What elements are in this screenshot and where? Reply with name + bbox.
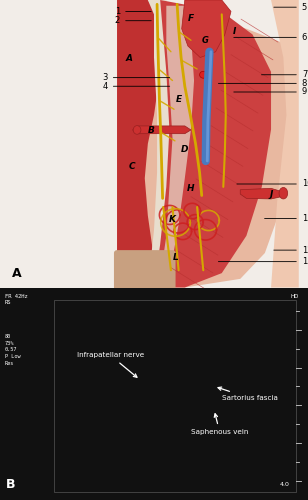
PathPatch shape xyxy=(132,126,191,134)
Text: 9: 9 xyxy=(234,88,307,96)
Text: I: I xyxy=(233,27,236,36)
Text: 13: 13 xyxy=(218,257,308,266)
Text: 8: 8 xyxy=(218,79,307,88)
Text: K: K xyxy=(169,216,176,224)
Text: B: B xyxy=(6,478,16,492)
Text: J: J xyxy=(270,190,273,198)
PathPatch shape xyxy=(182,0,231,58)
PathPatch shape xyxy=(160,6,194,279)
Text: 4.0: 4.0 xyxy=(280,482,290,487)
Text: Saphenous vein: Saphenous vein xyxy=(191,414,248,435)
Ellipse shape xyxy=(279,188,288,199)
Text: 3: 3 xyxy=(103,73,170,82)
Text: L: L xyxy=(173,253,178,262)
FancyBboxPatch shape xyxy=(114,250,176,290)
Text: 6: 6 xyxy=(234,33,307,42)
Text: G: G xyxy=(201,36,208,45)
Text: E: E xyxy=(176,94,182,104)
Text: 2: 2 xyxy=(115,16,151,25)
Text: 11: 11 xyxy=(265,214,308,223)
Bar xyxy=(54,300,296,492)
Text: D: D xyxy=(181,145,188,154)
Text: C: C xyxy=(129,162,136,171)
Text: 1: 1 xyxy=(115,7,151,16)
Text: F: F xyxy=(188,14,194,23)
PathPatch shape xyxy=(271,0,299,288)
Text: A: A xyxy=(12,268,22,280)
Text: H: H xyxy=(187,184,195,193)
Text: A: A xyxy=(126,54,133,64)
Circle shape xyxy=(200,72,207,78)
Text: B: B xyxy=(148,126,154,136)
PathPatch shape xyxy=(117,0,296,288)
PathPatch shape xyxy=(117,0,160,288)
Text: 7: 7 xyxy=(261,70,307,79)
Text: 5: 5 xyxy=(274,2,307,12)
Text: HD: HD xyxy=(290,294,299,299)
Text: 10: 10 xyxy=(237,180,308,188)
Text: Infrapatellar nerve: Infrapatellar nerve xyxy=(77,352,144,378)
PathPatch shape xyxy=(148,0,176,288)
PathPatch shape xyxy=(154,0,271,288)
PathPatch shape xyxy=(240,188,283,199)
Text: 12: 12 xyxy=(274,246,308,254)
Text: 80
73%
0.57
P Low
Res: 80 73% 0.57 P Low Res xyxy=(5,334,20,366)
Ellipse shape xyxy=(133,126,141,134)
Text: FR 42Hz
RS: FR 42Hz RS xyxy=(5,294,27,306)
Text: 4: 4 xyxy=(103,82,170,91)
Text: Sartorius fascia: Sartorius fascia xyxy=(218,387,278,401)
